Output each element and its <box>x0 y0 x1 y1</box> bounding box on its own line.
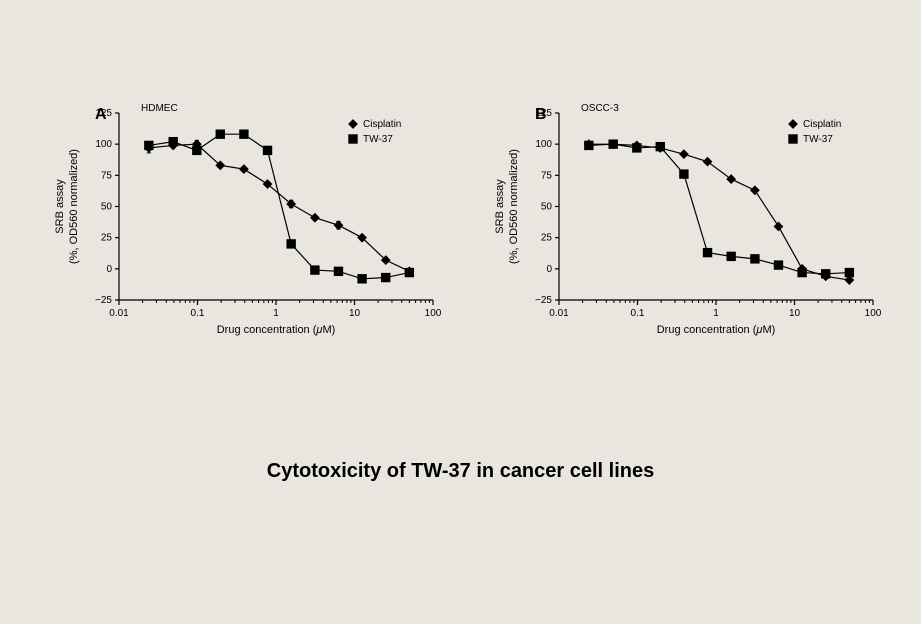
svg-text:25: 25 <box>100 233 112 244</box>
svg-text:1: 1 <box>273 308 279 319</box>
svg-text:SRB assay: SRB assay <box>54 179 66 234</box>
svg-text:10: 10 <box>788 308 800 319</box>
svg-text:100: 100 <box>864 308 880 319</box>
svg-text:0: 0 <box>106 264 112 275</box>
figure-caption: Cytotoxicity of TW-37 in cancer cell lin… <box>0 460 921 483</box>
svg-text:0.1: 0.1 <box>190 308 204 319</box>
svg-text:SRB assay: SRB assay <box>494 179 506 234</box>
svg-text:(%, OD560 normalized): (%, OD560 normalized) <box>508 149 520 264</box>
panel-b: −2502550751001250.010.1110100Drug concen… <box>481 95 881 355</box>
svg-text:B: B <box>535 106 547 123</box>
svg-text:−25: −25 <box>95 295 112 306</box>
svg-text:OSCC-3: OSCC-3 <box>581 103 619 114</box>
svg-text:TW-37: TW-37 <box>363 134 393 145</box>
svg-text:(%, OD560 normalized): (%, OD560 normalized) <box>68 149 80 264</box>
svg-text:TW-37: TW-37 <box>803 134 833 145</box>
svg-text:50: 50 <box>540 202 552 213</box>
svg-text:100: 100 <box>95 139 112 150</box>
svg-text:Cisplatin: Cisplatin <box>363 119 401 130</box>
svg-text:10: 10 <box>348 308 360 319</box>
svg-text:25: 25 <box>540 233 552 244</box>
svg-text:75: 75 <box>540 170 552 181</box>
svg-text:HDMEC: HDMEC <box>141 103 178 114</box>
svg-text:1: 1 <box>713 308 719 319</box>
svg-text:Drug concentration (μM): Drug concentration (μM) <box>656 324 775 336</box>
svg-text:50: 50 <box>100 202 112 213</box>
svg-text:Drug concentration (μM): Drug concentration (μM) <box>216 324 335 336</box>
svg-text:Cisplatin: Cisplatin <box>803 119 841 130</box>
svg-text:A: A <box>95 106 107 123</box>
panel-a: −2502550751001250.010.1110100Drug concen… <box>41 95 441 355</box>
svg-text:100: 100 <box>535 139 552 150</box>
chart-hdmec: −2502550751001250.010.1110100Drug concen… <box>41 95 441 355</box>
svg-text:−25: −25 <box>535 295 552 306</box>
svg-text:75: 75 <box>100 170 112 181</box>
svg-text:0: 0 <box>546 264 552 275</box>
svg-text:0.01: 0.01 <box>109 308 129 319</box>
svg-text:0.01: 0.01 <box>549 308 569 319</box>
svg-text:100: 100 <box>424 308 440 319</box>
svg-text:0.1: 0.1 <box>630 308 644 319</box>
chart-oscc3: −2502550751001250.010.1110100Drug concen… <box>481 95 881 355</box>
